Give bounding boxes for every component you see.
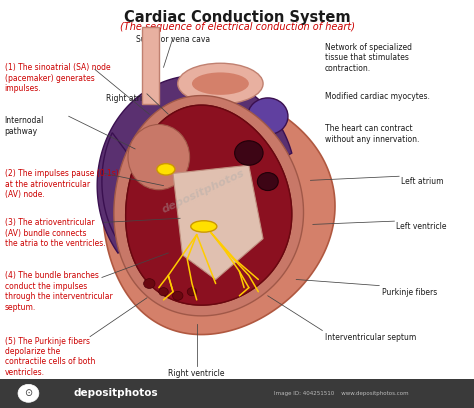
Text: Left atrium: Left atrium [401,177,443,186]
Text: Interventricular septum: Interventricular septum [325,333,416,341]
Text: (1) The sinoatrial (SA) node
(pacemaker) generates
impulses.: (1) The sinoatrial (SA) node (pacemaker)… [5,63,110,93]
FancyBboxPatch shape [0,379,474,408]
Text: Right atrium: Right atrium [106,94,155,103]
Text: Superior vena cava: Superior vena cava [136,35,210,44]
Polygon shape [173,165,263,279]
Circle shape [257,173,278,191]
Text: Modified cardiac myocytes.: Modified cardiac myocytes. [325,92,429,101]
Text: ⊙: ⊙ [24,388,33,398]
Text: Purkinje fibers: Purkinje fibers [382,288,437,297]
Text: (5) The Purkinje fibers
depolarize the
contractile cells of both
ventricles.: (5) The Purkinje fibers depolarize the c… [5,337,95,377]
Text: Left ventricle: Left ventricle [396,222,447,231]
Polygon shape [114,95,303,316]
Circle shape [144,279,155,288]
Text: (The sequence of electrical conduction of heart): (The sequence of electrical conduction o… [119,22,355,33]
Polygon shape [97,75,292,253]
Circle shape [173,291,183,300]
Text: depositphotos: depositphotos [161,168,247,215]
Polygon shape [142,27,159,104]
Text: Internodal
pathway: Internodal pathway [5,116,44,136]
Circle shape [18,384,39,402]
Text: Right ventricle: Right ventricle [168,369,225,378]
Circle shape [159,288,168,296]
Ellipse shape [192,73,249,95]
Polygon shape [103,90,335,335]
Ellipse shape [157,164,175,175]
Text: The heart can contract
without any innervation.: The heart can contract without any inner… [325,124,419,144]
Circle shape [235,141,263,165]
Ellipse shape [191,221,217,232]
Text: (3) The atrioventricular
(AV) bundle connects
the atria to the ventricles.: (3) The atrioventricular (AV) bundle con… [5,218,105,248]
Text: (2) The impulses pause (0.1s)
at the atrioventricular
(AV) node.: (2) The impulses pause (0.1s) at the atr… [5,169,118,199]
Text: Image ID: 404251510    www.depositphotos.com: Image ID: 404251510 www.depositphotos.co… [274,391,409,396]
Polygon shape [126,105,292,305]
Ellipse shape [128,124,190,190]
Text: Cardiac Conduction System: Cardiac Conduction System [124,10,350,25]
Ellipse shape [247,98,288,135]
Circle shape [187,288,197,296]
Polygon shape [126,105,292,305]
Text: (4) The bundle branches
conduct the impulses
through the interventricular
septum: (4) The bundle branches conduct the impu… [5,271,112,312]
Ellipse shape [178,63,263,104]
Polygon shape [102,133,191,263]
Text: depositphotos: depositphotos [73,388,158,398]
Text: Network of specialized
tissue that stimulates
contraction.: Network of specialized tissue that stimu… [325,43,412,73]
